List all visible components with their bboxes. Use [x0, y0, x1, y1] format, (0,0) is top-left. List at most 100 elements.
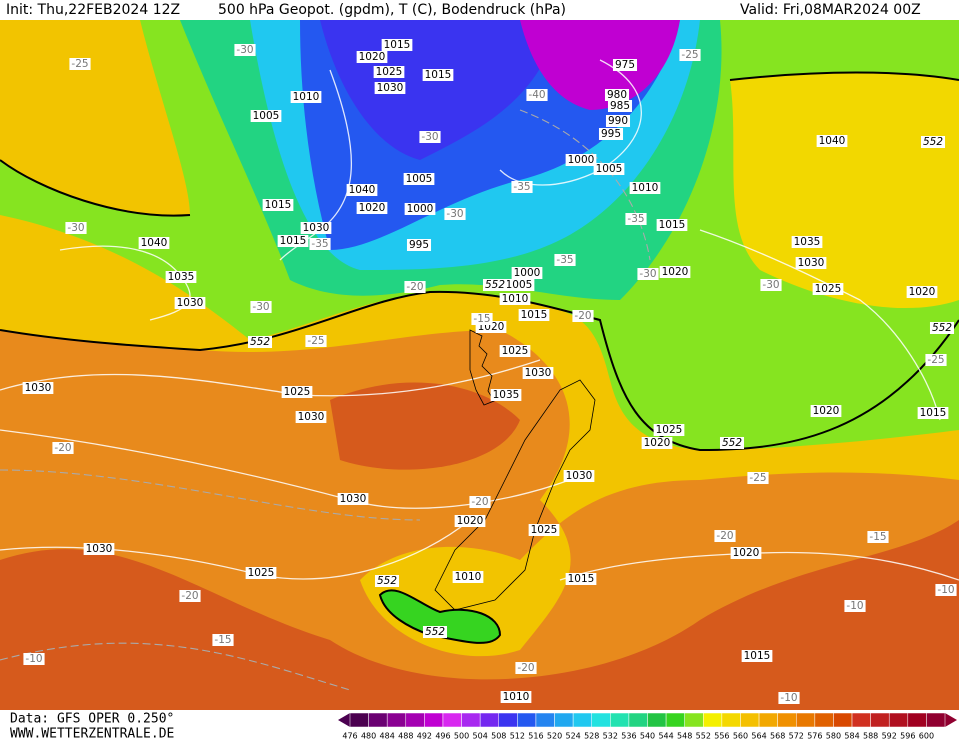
- label-background: [374, 575, 400, 587]
- temperature-label: -10: [780, 692, 797, 704]
- label-background: [346, 184, 378, 196]
- label-background: [844, 600, 866, 612]
- isobar-label: 1025: [376, 66, 403, 78]
- label-background: [309, 238, 331, 250]
- colorbar-swatch: [888, 712, 909, 728]
- colorbar-swatch: [758, 712, 778, 728]
- temperature-label: -30: [67, 222, 84, 234]
- isobar-label-box: 1035: [490, 389, 522, 401]
- label-background: [305, 335, 327, 347]
- map-title: 500 hPa Geopot. (gpdm), T (C), Bodendruc…: [218, 2, 566, 18]
- label-background: [404, 281, 426, 293]
- label-background: [452, 571, 484, 583]
- temperature-label-box: -20: [515, 662, 537, 674]
- label-background: [816, 135, 848, 147]
- temperature-label-box: -35: [554, 254, 576, 266]
- label-background: [719, 437, 745, 449]
- isobar-label-box: 1015: [262, 199, 294, 211]
- colorbar-label: 484: [380, 732, 395, 741]
- isobar-label: 1015: [425, 69, 452, 81]
- colorbar-label: 532: [603, 732, 618, 741]
- isobar-label: 1030: [340, 493, 367, 505]
- label-background: [598, 128, 624, 140]
- colorbar: 476 480 484 488 492 496 500 504 508 512 516 520 524 5…: [338, 712, 957, 741]
- temperature-label-box: -10: [778, 692, 800, 704]
- temperature-label: -35: [556, 254, 573, 266]
- colorbar-swatch: [870, 712, 890, 728]
- geopotential-label-box: 552: [929, 322, 955, 334]
- temperature-label-box: -25: [305, 335, 327, 347]
- temperature-label-box: -10: [23, 653, 45, 665]
- isobar-label: 975: [615, 59, 635, 71]
- geopotential-label: 552: [923, 136, 943, 148]
- isobar-label: 1010: [503, 691, 530, 703]
- label-background: [234, 44, 256, 56]
- map-background: [0, 20, 959, 710]
- isobar-label: 1000: [568, 154, 595, 166]
- isobar-label-box: 1030: [295, 411, 327, 423]
- isobar-label-box: 1030: [83, 543, 115, 555]
- isobar-label: 1005: [406, 173, 433, 185]
- isobar-label-box: 1025: [528, 524, 560, 536]
- label-background: [528, 524, 560, 536]
- label-background: [653, 424, 685, 436]
- isobar-label: 1010: [293, 91, 320, 103]
- label-background: [499, 293, 531, 305]
- label-background: [337, 493, 369, 505]
- label-background: [515, 662, 537, 674]
- temperature-label-box: -20: [52, 442, 74, 454]
- colorbar-swatch: [368, 712, 388, 728]
- temperature-label: -20: [471, 496, 488, 508]
- temperature-label-box: -25: [925, 354, 947, 366]
- isobar-label: 1025: [284, 386, 311, 398]
- label-background: [778, 692, 800, 704]
- isobar-label-box: 1035: [791, 236, 823, 248]
- isobar-label-box: 1005: [503, 279, 535, 291]
- temperature-label: -30: [446, 208, 463, 220]
- label-background: [518, 309, 550, 321]
- isobar-label-box: 1020: [356, 202, 388, 214]
- colorbar-swatch: [572, 712, 592, 728]
- isobar-label: 1015: [568, 573, 595, 585]
- colorbar-swatch: [684, 712, 704, 728]
- label-background: [935, 584, 957, 596]
- colorbar-swatch: [554, 712, 574, 728]
- label-background: [422, 69, 454, 81]
- isobar-label-box: 1015: [381, 39, 413, 51]
- isobar-label-box: 1015: [422, 69, 454, 81]
- isobar-label-box: 1020: [906, 286, 938, 298]
- isobar-label: 1005: [506, 279, 533, 291]
- colorbar-swatch: [405, 712, 425, 728]
- temperature-label: -10: [937, 584, 954, 596]
- label-background: [471, 313, 493, 325]
- label-background: [526, 89, 548, 101]
- temperature-label: -25: [71, 58, 88, 70]
- site-name: WWW.WETTERZENTRALE.DE: [10, 727, 174, 741]
- temperature-label: -30: [252, 301, 269, 313]
- label-background: [212, 634, 234, 646]
- colorbar-label: 512: [510, 732, 525, 741]
- label-background: [419, 131, 441, 143]
- colorbar-arrow-left: [338, 713, 350, 727]
- isobar-label: 1030: [566, 470, 593, 482]
- colorbar-label: 516: [528, 732, 543, 741]
- temperature-label: -30: [762, 279, 779, 291]
- label-background: [422, 626, 448, 638]
- temperature-label: -30: [421, 131, 438, 143]
- temperature-label: -20: [54, 442, 71, 454]
- temperature-label-box: -30: [637, 268, 659, 280]
- colorbar-label: 572: [789, 732, 804, 741]
- label-background: [454, 515, 486, 527]
- label-background: [605, 115, 631, 127]
- isobar-label-box: 1010: [499, 293, 531, 305]
- isobar-label: 1030: [798, 257, 825, 269]
- colorbar-label: 496: [435, 732, 450, 741]
- colorbar-swatch: [703, 712, 723, 728]
- colorbar-label: 504: [473, 732, 488, 741]
- label-background: [403, 173, 435, 185]
- label-background: [499, 345, 531, 357]
- temperature-label: -20: [181, 590, 198, 602]
- colorbar-arrow-right: [945, 713, 957, 727]
